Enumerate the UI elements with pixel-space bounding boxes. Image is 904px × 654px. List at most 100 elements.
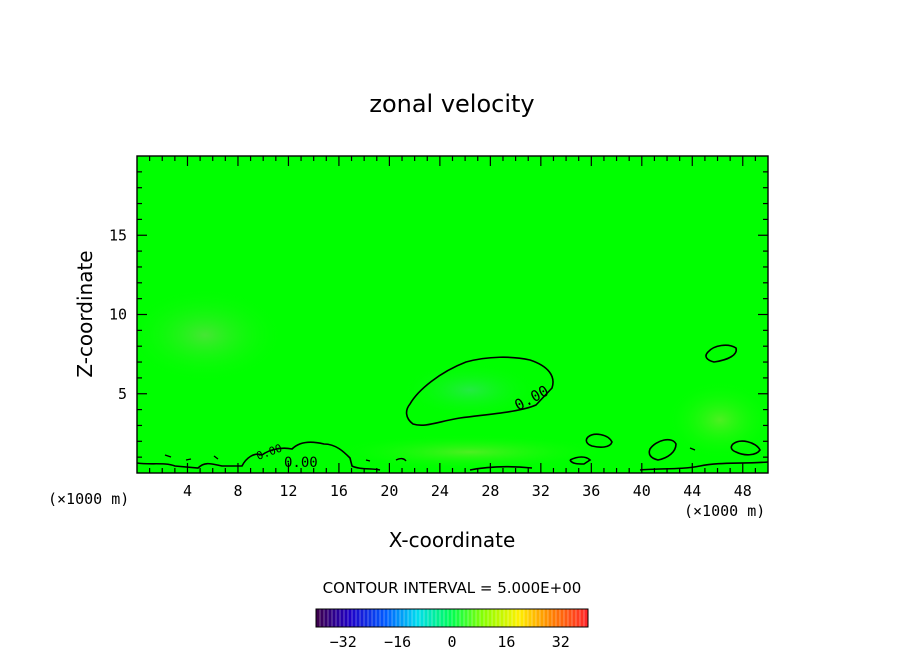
colorbar-swatch <box>416 609 421 627</box>
colorbar-swatch <box>332 609 337 627</box>
x-tick-label: 12 <box>279 482 297 500</box>
colorbar-swatch <box>420 609 425 627</box>
colorbar-swatch <box>396 609 401 627</box>
colorbar-swatch <box>392 609 397 627</box>
x-tick-label: 44 <box>683 482 701 500</box>
colorbar-swatch <box>576 609 581 627</box>
colorbar-swatch <box>468 609 473 627</box>
colorbar-tick-label: −16 <box>384 633 411 651</box>
y-axis: 5 10 15 <box>109 171 768 458</box>
colorbar-swatch <box>432 609 437 627</box>
field-shade-left <box>137 287 285 383</box>
x-tick-label: 8 <box>233 482 242 500</box>
colorbar-swatch <box>540 609 545 627</box>
contour-interval-note: CONTOUR INTERVAL = 5.000E+00 <box>323 579 582 597</box>
colorbar-swatch <box>492 609 497 627</box>
colorbar-swatch <box>364 609 369 627</box>
colorbar-swatch <box>548 609 553 627</box>
colorbar-swatch <box>436 609 441 627</box>
colorbar-swatch <box>380 609 385 627</box>
colorbar-swatch <box>340 609 345 627</box>
colorbar-swatch <box>532 609 537 627</box>
colorbar-swatch <box>384 609 389 627</box>
colorbar-swatch <box>536 609 541 627</box>
colorbar-swatch <box>584 609 589 627</box>
colorbar-swatch <box>408 609 413 627</box>
colorbar-swatch <box>464 609 469 627</box>
colorbar-tick-label: 16 <box>497 633 515 651</box>
field-shade-right <box>665 380 768 460</box>
colorbar-swatch <box>516 609 521 627</box>
colorbar-swatch <box>376 609 381 627</box>
colorbar-swatch <box>528 609 533 627</box>
x-unit-left: (×1000 m) <box>48 490 129 508</box>
colorbar-swatch <box>504 609 509 627</box>
colorbar-swatch <box>344 609 349 627</box>
colorbar-swatch <box>560 609 565 627</box>
colorbar-swatch <box>564 609 569 627</box>
colorbar-swatch <box>484 609 489 627</box>
contour-line-right-3 <box>648 438 677 461</box>
x-tick-label: 20 <box>380 482 398 500</box>
colorbar-swatch <box>552 609 557 627</box>
contour-line-right-1 <box>705 344 738 363</box>
x-tick-label: 32 <box>532 482 550 500</box>
y-axis-label: Z-coordinate <box>73 250 97 377</box>
colorbar-swatch <box>324 609 329 627</box>
x-unit-right: (×1000 m) <box>684 502 765 520</box>
colorbar-swatch <box>320 609 325 627</box>
contour-label-1: 0.00 <box>284 455 318 471</box>
colorbar-swatch <box>348 609 353 627</box>
contour-line-right-4 <box>730 440 761 456</box>
colorbar-swatch <box>372 609 377 627</box>
colorbar-swatch <box>580 609 585 627</box>
colorbar-swatch <box>456 609 461 627</box>
colorbar-swatch <box>412 609 417 627</box>
colorbar-swatch <box>480 609 485 627</box>
colorbar-swatch <box>352 609 357 627</box>
colorbar-swatch <box>448 609 453 627</box>
field-shade-surface <box>330 434 610 470</box>
colorbar-swatch <box>316 609 321 627</box>
colorbar-swatch <box>572 609 577 627</box>
colorbar-swatch <box>328 609 333 627</box>
colorbar-swatch <box>512 609 517 627</box>
y-tick-label: 10 <box>109 306 127 324</box>
chart-title: zonal velocity <box>369 90 534 118</box>
colorbar-swatch <box>520 609 525 627</box>
colorbar-swatch <box>508 609 513 627</box>
x-tick-label: 24 <box>431 482 449 500</box>
colorbar-swatch <box>524 609 529 627</box>
x-tick-label: 4 <box>183 482 192 500</box>
colorbar-swatch <box>568 609 573 627</box>
field-shade-jet <box>400 362 540 418</box>
contour-line-jet <box>405 356 554 426</box>
y-tick-label: 15 <box>109 226 127 244</box>
x-tick-label: 36 <box>582 482 600 500</box>
contour-line-surface <box>137 441 768 471</box>
x-tick-label: 40 <box>633 482 651 500</box>
colorbar-swatch <box>556 609 561 627</box>
colorbar-swatch <box>444 609 449 627</box>
colorbar <box>315 608 589 628</box>
colorbar-swatch <box>336 609 341 627</box>
colorbar-swatch <box>388 609 393 627</box>
contour-line-right-2 <box>585 433 613 448</box>
colorbar-swatch <box>428 609 433 627</box>
colorbar-swatch <box>452 609 457 627</box>
y-tick-label: 5 <box>118 385 127 403</box>
x-tick-label: 28 <box>481 482 499 500</box>
colorbar-swatch <box>424 609 429 627</box>
x-axis-label: X-coordinate <box>389 528 516 552</box>
colorbar-swatch <box>400 609 405 627</box>
colorbar-swatch <box>488 609 493 627</box>
contour-field: 0.00 0.00 0.00 <box>137 156 768 473</box>
colorbar-ticks: −32 −16 0 16 32 <box>330 633 570 651</box>
colorbar-swatch <box>368 609 373 627</box>
colorbar-tick-label: −32 <box>330 633 357 651</box>
x-tick-label: 16 <box>330 482 348 500</box>
colorbar-tick-label: 32 <box>552 633 570 651</box>
colorbar-swatch <box>404 609 409 627</box>
contour-line-surface-small <box>164 447 696 462</box>
colorbar-frame <box>315 608 589 628</box>
